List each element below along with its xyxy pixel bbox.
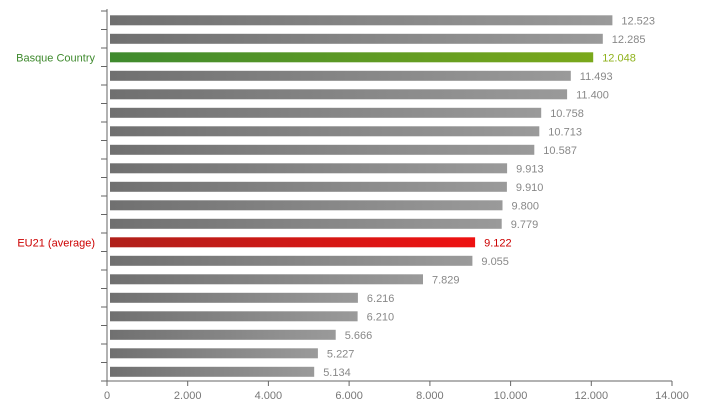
bar — [110, 255, 473, 266]
bar-value-label: 12.048 — [602, 52, 636, 64]
bar-value-label: 11.493 — [580, 71, 613, 83]
bar — [110, 181, 507, 192]
bar — [110, 311, 358, 322]
bar — [110, 218, 502, 229]
x-tick-label: 14.000 — [655, 390, 689, 402]
bar-value-label: 9.122 — [484, 237, 512, 249]
bar — [110, 89, 568, 100]
bar-value-label: 10.587 — [543, 145, 577, 157]
bar — [110, 366, 315, 377]
bar — [110, 52, 594, 63]
bar-value-label: 9.055 — [481, 256, 509, 268]
bar-value-label: 5.666 — [345, 330, 373, 342]
x-tick-label: 8.000 — [416, 390, 444, 402]
bar-value-label: 9.779 — [511, 219, 539, 231]
bar — [110, 107, 542, 118]
bar — [110, 126, 540, 137]
bar-value-label: 9.800 — [512, 200, 540, 212]
bar-value-label: 5.227 — [327, 348, 355, 360]
category-label: Basque Country — [16, 52, 95, 64]
bar-value-label: 6.216 — [367, 293, 395, 305]
bar-value-label: 10.713 — [548, 126, 582, 138]
bar — [110, 144, 535, 155]
axes-group: 0 2.000 4.000 6.000 8.000 10.000 12.000 14.000 — [101, 9, 689, 402]
x-tick-label: 12.000 — [574, 390, 608, 402]
bar — [110, 292, 358, 303]
bar-value-label: 9.913 — [516, 163, 544, 175]
x-tick-label: 6.000 — [335, 390, 363, 402]
bar — [110, 348, 318, 359]
bar — [110, 274, 423, 285]
category-label: EU21 (average) — [17, 237, 95, 249]
bar-value-label: 10.758 — [550, 108, 584, 120]
bar-value-label: 5.134 — [323, 367, 351, 379]
bar — [110, 200, 503, 211]
x-tick-label: 4.000 — [255, 390, 283, 402]
bar — [110, 163, 508, 174]
bar — [110, 70, 571, 81]
bar-value-label: 7.829 — [432, 274, 460, 286]
bar — [110, 329, 336, 340]
x-tick-label: 2.000 — [174, 390, 202, 402]
bar-value-label: 11.400 — [576, 89, 609, 101]
bars-group: 12.523 12.285 12.048 Basque Country 11.493 11… — [16, 15, 655, 379]
bar-value-label: 12.285 — [612, 34, 646, 46]
x-tick-label: 10.000 — [494, 390, 528, 402]
bar — [110, 15, 613, 26]
bar — [110, 33, 603, 44]
x-tick-label: 0 — [104, 390, 110, 402]
bar — [110, 237, 476, 248]
bar-value-label: 9.910 — [516, 182, 544, 194]
bar-value-label: 6.210 — [367, 311, 395, 323]
bar-value-label: 12.523 — [621, 15, 655, 27]
